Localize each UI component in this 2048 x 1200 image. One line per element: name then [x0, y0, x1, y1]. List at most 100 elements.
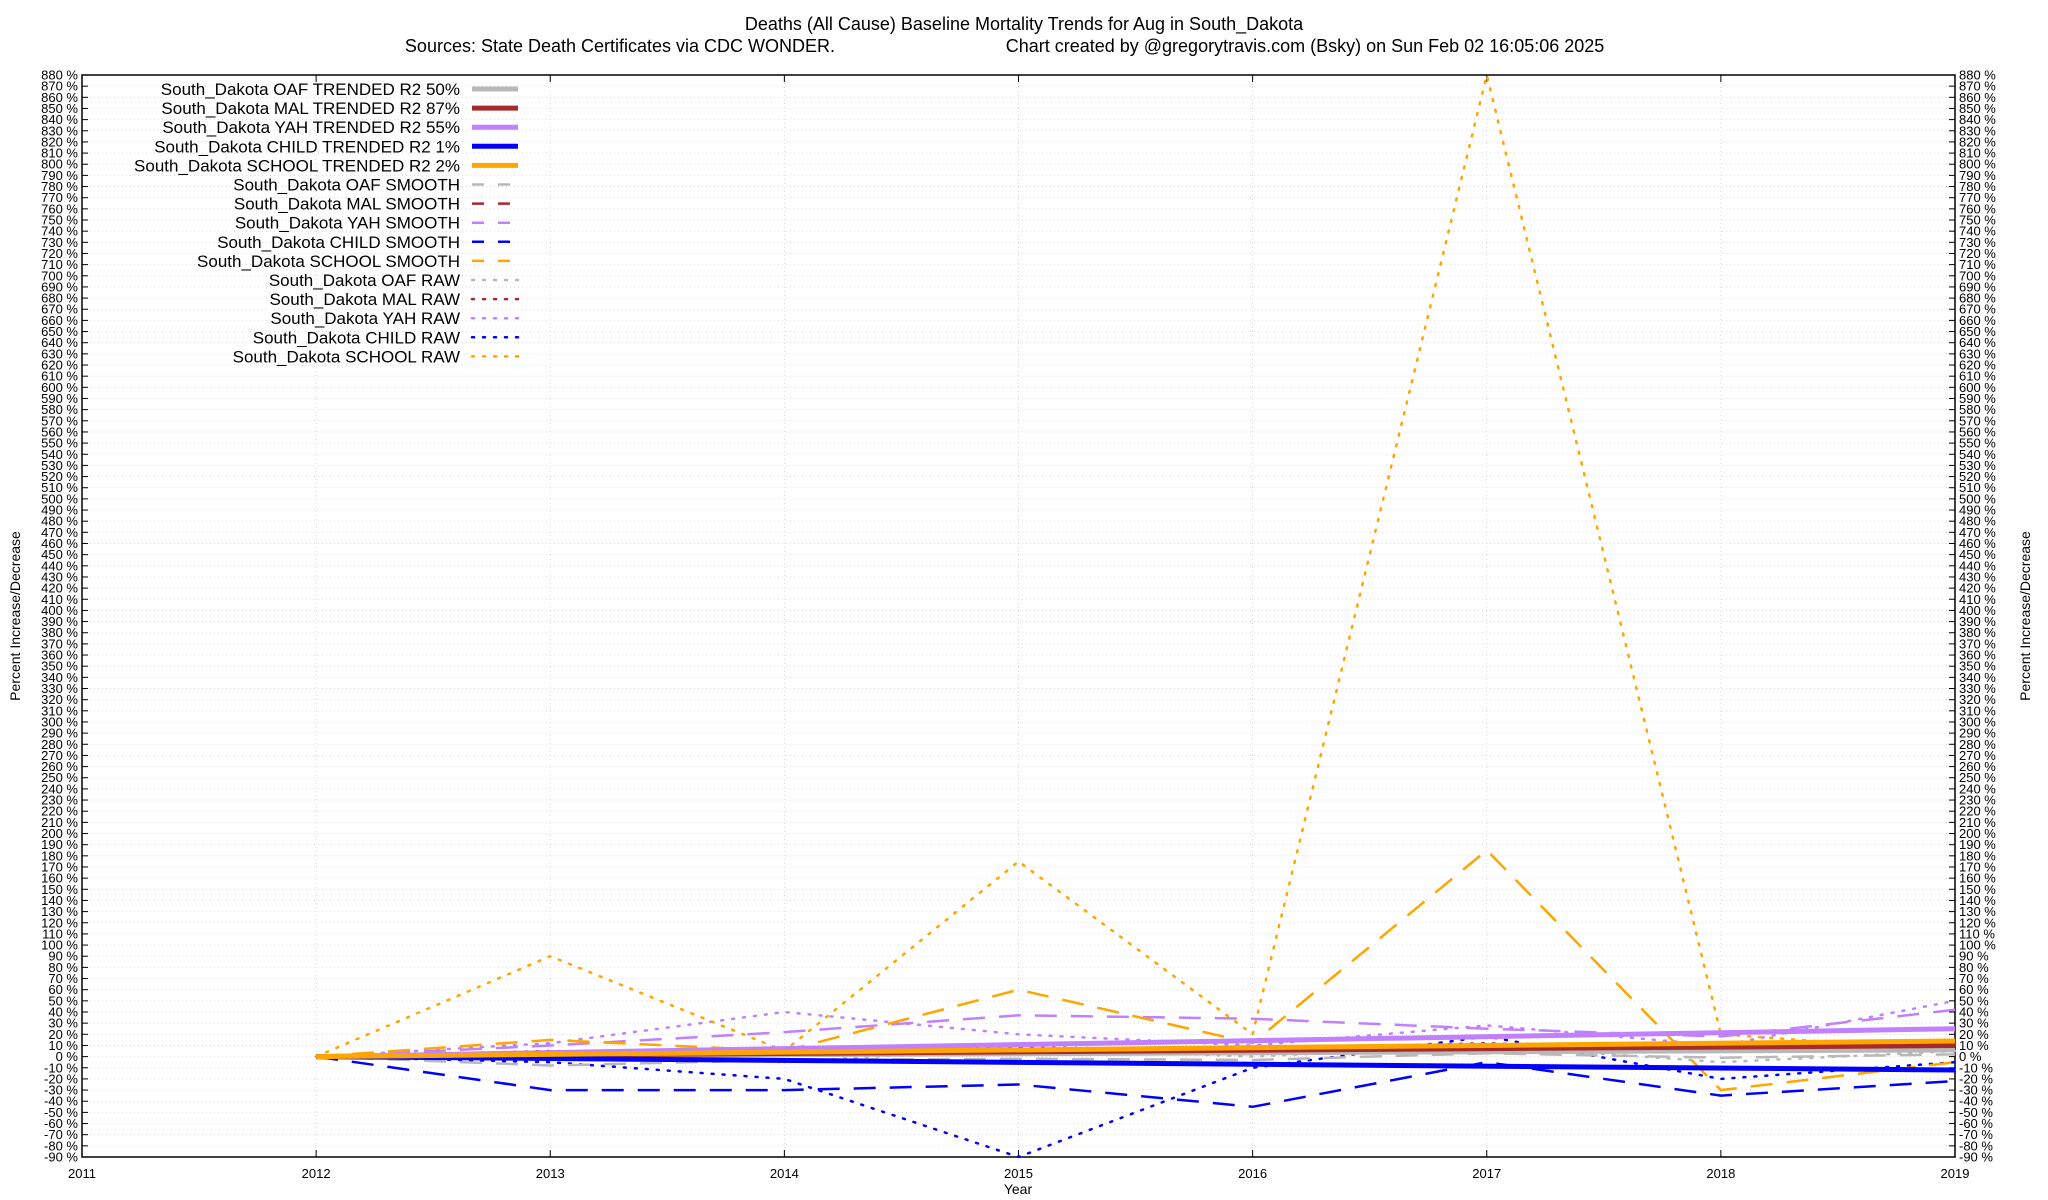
y-tick-label-right: 290 % — [1959, 726, 1996, 741]
y-tick-label-left: 210 % — [41, 815, 78, 830]
y-tick-label-right: 580 % — [1959, 402, 1996, 417]
y-tick-label-right: 700 % — [1959, 268, 1996, 283]
y-tick-label-left: 620 % — [41, 358, 78, 373]
y-tick-label-left: -70 % — [44, 1127, 78, 1142]
series-line-12 — [314, 999, 1957, 1058]
x-tick-label: 2011 — [68, 1166, 96, 1181]
y-tick-label-left: 670 % — [41, 302, 78, 317]
legend-entry-label: South_Dakota OAF TRENDED R2 50% — [161, 80, 460, 99]
y-tick-label-right: 10 % — [1959, 1038, 1989, 1053]
y-tick-label-right: 50 % — [1959, 993, 1989, 1008]
y-tick-label-right: 440 % — [1959, 558, 1996, 573]
series-lines — [314, 73, 1957, 1159]
y-tick-label-left: 540 % — [41, 447, 78, 462]
y-tick-label-right: 770 % — [1959, 190, 1996, 205]
y-tick-label-right: -90 % — [1959, 1150, 1993, 1165]
y-tick-label-left: 850 % — [41, 101, 78, 116]
y-tick-label-right: 600 % — [1959, 380, 1996, 395]
y-tick-label-right: 750 % — [1959, 213, 1996, 228]
y-tick-label-left: 580 % — [41, 402, 78, 417]
y-tick-label-right: 570 % — [1959, 413, 1996, 428]
y-tick-label-left: 660 % — [41, 313, 78, 328]
y-tick-label-right: 760 % — [1959, 201, 1996, 216]
grid-lines — [81, 74, 1956, 1158]
y-tick-label-left: 710 % — [41, 257, 78, 272]
y-tick-label-right: 720 % — [1959, 246, 1996, 261]
y-tick-label-left: -30 % — [44, 1083, 78, 1098]
y-tick-label-left: 570 % — [41, 413, 78, 428]
y-tick-label-left: 180 % — [41, 848, 78, 863]
series-line-14 — [314, 73, 1957, 1058]
y-tick-label-right: 830 % — [1959, 123, 1996, 138]
y-tick-label-left: 450 % — [41, 547, 78, 562]
y-tick-label-left: 740 % — [41, 224, 78, 239]
y-tick-label-right: -30 % — [1959, 1083, 1993, 1098]
y-tick-label-left: 410 % — [41, 592, 78, 607]
legend-entry-label: South_Dakota YAH SMOOTH — [235, 214, 460, 233]
y-tick-label-right: 130 % — [1959, 904, 1996, 919]
y-tick-label-left: 50 % — [48, 993, 78, 1008]
y-tick-label-left: 810 % — [41, 146, 78, 161]
series-line-4 — [316, 1038, 1956, 1060]
y-axis-label-right: Percent Increase/Decrease — [2017, 531, 2033, 701]
y-tick-label-right: 840 % — [1959, 112, 1996, 127]
y-tick-label-left: 30 % — [48, 1016, 78, 1031]
y-tick-label-left: 440 % — [41, 558, 78, 573]
y-tick-label-right: 780 % — [1959, 179, 1996, 194]
chart-title: Deaths (All Cause) Baseline Mortality Tr… — [745, 14, 1304, 35]
y-tick-label-right: 640 % — [1959, 335, 1996, 350]
y-tick-label-right: 160 % — [1959, 871, 1996, 886]
legend-entry-label: South_Dakota MAL RAW — [269, 290, 460, 309]
y-tick-label-left: 780 % — [41, 179, 78, 194]
x-tick-label: 2013 — [536, 1166, 565, 1181]
series-line-8 — [315, 1055, 1956, 1109]
y-tick-label-left: 630 % — [41, 346, 78, 361]
y-tick-label-left: 120 % — [41, 915, 78, 930]
y-tick-label-right: 730 % — [1959, 235, 1996, 250]
y-tick-label-right: 30 % — [1959, 1016, 1989, 1031]
y-tick-label-left: 640 % — [41, 335, 78, 350]
y-tick-label-left: 370 % — [41, 636, 78, 651]
series-line-3 — [316, 1054, 1956, 1073]
y-tick-label-right: 450 % — [1959, 547, 1996, 562]
x-tick-label: 2016 — [1238, 1166, 1267, 1181]
y-tick-label-left: 390 % — [41, 614, 78, 629]
y-tick-label-right: 740 % — [1959, 224, 1996, 239]
y-tick-label-left: -60 % — [44, 1116, 78, 1131]
y-tick-label-left: 610 % — [41, 369, 78, 384]
y-tick-label-left: 220 % — [41, 804, 78, 819]
y-tick-label-right: 660 % — [1959, 313, 1996, 328]
y-tick-label-left: -50 % — [44, 1105, 78, 1120]
y-tick-label-left: 290 % — [41, 726, 78, 741]
y-tick-label-left: 530 % — [41, 458, 78, 473]
y-tick-label-right: 680 % — [1959, 291, 1996, 306]
legend-entry-label: South_Dakota CHILD SMOOTH — [217, 233, 460, 252]
y-tick-label-left: -90 % — [44, 1150, 78, 1165]
y-tick-label-left: 720 % — [41, 246, 78, 261]
y-tick-label-left: 80 % — [48, 960, 78, 975]
y-tick-label-right: 430 % — [1959, 569, 1996, 584]
y-tick-label-left: 170 % — [41, 859, 78, 874]
y-tick-label-left: 680 % — [41, 291, 78, 306]
y-tick-label-left: 110 % — [42, 926, 78, 941]
y-tick-label-right: 280 % — [1959, 737, 1996, 752]
legend-entry-label: South_Dakota YAH RAW — [270, 309, 460, 328]
y-tick-label-left: 380 % — [41, 625, 78, 640]
y-tick-label-left: 600 % — [41, 380, 78, 395]
y-tick-label-right: 400 % — [1959, 603, 1996, 618]
y-tick-label-right: -60 % — [1959, 1116, 1993, 1131]
y-tick-label-right: 150 % — [1959, 882, 1996, 897]
y-tick-label-left: 140 % — [41, 893, 78, 908]
y-tick-label-right: 490 % — [1959, 503, 1996, 518]
y-tick-label-left: 420 % — [41, 581, 78, 596]
legend-entry-label: South_Dakota MAL SMOOTH — [234, 195, 460, 214]
y-tick-label-left: -80 % — [44, 1138, 78, 1153]
y-tick-label-right: -20 % — [1959, 1071, 1993, 1086]
y-tick-label-left: 40 % — [48, 1004, 78, 1019]
y-tick-label-right: 350 % — [1959, 659, 1996, 674]
y-tick-label-left: 510 % — [41, 480, 78, 495]
y-tick-label-left: 280 % — [41, 737, 78, 752]
y-tick-label-right: 810 % — [1959, 146, 1996, 161]
y-tick-label-right: 470 % — [1959, 525, 1996, 540]
y-tick-label-right: 710 % — [1959, 257, 1996, 272]
